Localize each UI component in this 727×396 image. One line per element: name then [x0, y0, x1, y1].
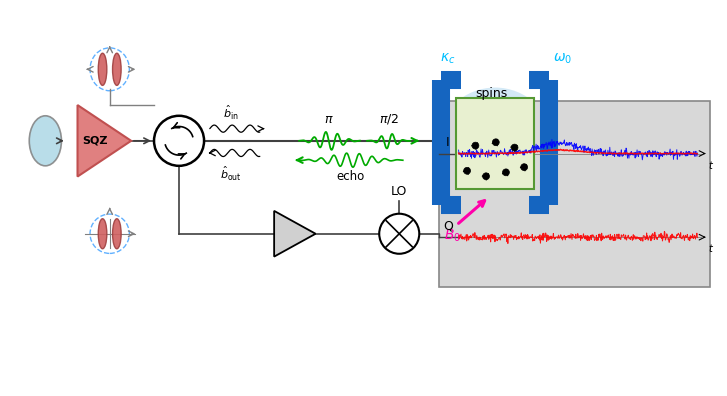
Ellipse shape	[438, 88, 552, 198]
Circle shape	[502, 169, 510, 176]
Ellipse shape	[98, 219, 107, 249]
Circle shape	[521, 164, 528, 171]
Text: SQZ: SQZ	[83, 136, 108, 146]
Text: $\pi/2$: $\pi/2$	[379, 112, 398, 126]
Text: $\omega_0$: $\omega_0$	[553, 51, 572, 66]
Ellipse shape	[29, 116, 62, 166]
Circle shape	[492, 139, 499, 146]
Text: LO: LO	[391, 185, 407, 198]
Text: t: t	[708, 244, 712, 254]
Text: $\hat{b}_{\mathrm{out}}$: $\hat{b}_{\mathrm{out}}$	[220, 164, 242, 183]
FancyBboxPatch shape	[438, 101, 710, 287]
FancyBboxPatch shape	[457, 98, 534, 189]
Circle shape	[379, 214, 419, 254]
Text: I: I	[446, 136, 450, 149]
Circle shape	[483, 173, 489, 180]
Text: $B_0$: $B_0$	[443, 228, 461, 244]
Polygon shape	[78, 105, 131, 177]
Text: echo: echo	[337, 170, 365, 183]
Text: t: t	[708, 161, 712, 171]
Circle shape	[472, 142, 479, 149]
Circle shape	[154, 116, 204, 166]
Circle shape	[464, 168, 470, 174]
Text: Q: Q	[443, 220, 453, 233]
Ellipse shape	[113, 53, 121, 86]
Polygon shape	[274, 211, 316, 257]
Text: $\kappa_c$: $\kappa_c$	[440, 51, 456, 66]
Text: $\pi$: $\pi$	[324, 113, 334, 126]
Ellipse shape	[98, 53, 107, 86]
Text: spins: spins	[475, 87, 507, 100]
Circle shape	[511, 144, 518, 151]
Text: $\hat{b}_{\mathrm{in}}$: $\hat{b}_{\mathrm{in}}$	[223, 103, 239, 122]
Ellipse shape	[113, 219, 121, 249]
